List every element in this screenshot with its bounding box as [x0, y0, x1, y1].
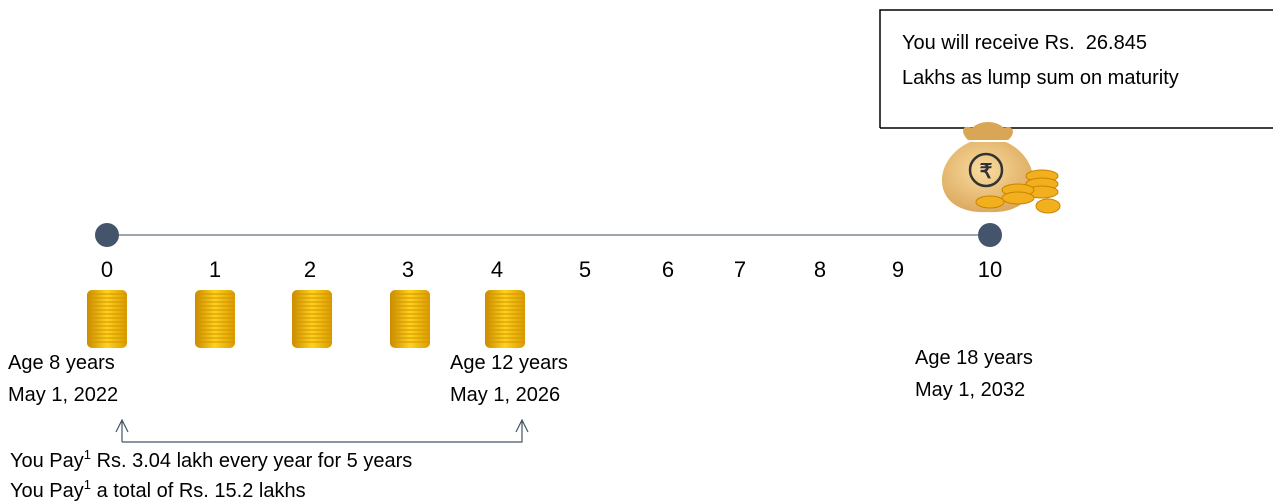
timeline-label: 7 [734, 257, 746, 282]
coin-stack-body [485, 290, 525, 348]
coin-stack [195, 290, 235, 348]
timeline-label: 3 [402, 257, 414, 282]
timeline-label: 5 [579, 257, 591, 282]
coin-stack-body [390, 290, 430, 348]
coin-stack-body [195, 290, 235, 348]
coin-stack [87, 290, 127, 348]
footnote-mark: 1 [84, 447, 91, 462]
payment-line: You Pay1 Rs. 3.04 lakh every year for 5 … [10, 447, 412, 472]
timeline-end-dot [978, 223, 1002, 247]
coin-stack [390, 290, 430, 348]
payment-prefix: You Pay [10, 480, 84, 502]
payment-text: Rs. 3.04 lakh every year for 5 years [91, 450, 412, 472]
coin-stack-body [87, 290, 127, 348]
milestone-age: Age 18 years [915, 347, 1033, 369]
timeline-label: 6 [662, 257, 674, 282]
payment-line: You Pay1 a total of Rs. 15.2 lakhs [10, 477, 306, 502]
payment-text: a total of Rs. 15.2 lakhs [91, 480, 306, 502]
milestone-date: May 1, 2022 [8, 384, 118, 406]
timeline-label: 1 [209, 257, 221, 282]
milestone-age: Age 8 years [8, 352, 115, 374]
milestone-age: Age 12 years [450, 352, 568, 374]
milestone-date: May 1, 2026 [450, 384, 560, 406]
milestone-date: May 1, 2032 [915, 379, 1025, 401]
footnote-mark: 1 [84, 477, 91, 492]
coin-stack-body [292, 290, 332, 348]
svg-text:₹: ₹ [980, 161, 993, 183]
payment-bracket [115, 418, 529, 443]
payment-prefix: You Pay [10, 450, 84, 472]
timeline-label: 0 [101, 257, 113, 282]
callout-line: Lakhs as lump sum on maturity [902, 67, 1179, 89]
money-bag-icon: ₹ [941, 122, 1061, 214]
timeline-label: 8 [814, 257, 826, 282]
timeline-start-dot [95, 223, 119, 247]
timeline-label: 9 [892, 257, 904, 282]
timeline-label: 4 [491, 257, 503, 282]
coin-stack [292, 290, 332, 348]
coin-stack [485, 290, 525, 348]
timeline-label: 2 [304, 257, 316, 282]
timeline-label: 10 [978, 257, 1002, 282]
callout-line: You will receive Rs. 26.845 [902, 32, 1147, 54]
callout-box [879, 9, 1273, 129]
